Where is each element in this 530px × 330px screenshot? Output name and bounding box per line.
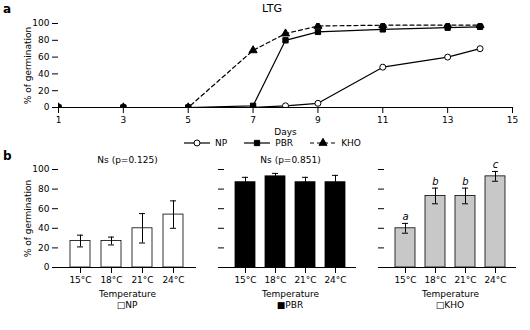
svg-text:a: a xyxy=(402,211,408,222)
svg-text:% of germination: % of germination xyxy=(23,27,33,104)
svg-text:40: 40 xyxy=(38,223,50,233)
html-text:■PBR: ■PBR xyxy=(276,300,304,310)
svg-text:24°C: 24°C xyxy=(324,275,346,285)
svg-text:60: 60 xyxy=(38,204,50,214)
svg-text:21°C: 21°C xyxy=(131,275,153,285)
svg-text:b: b xyxy=(432,176,438,187)
svg-text:20: 20 xyxy=(38,86,50,96)
svg-text:11: 11 xyxy=(377,115,388,125)
svg-text:21°C: 21°C xyxy=(294,275,316,285)
svg-text:100: 100 xyxy=(32,164,49,174)
svg-text:b: b xyxy=(462,176,468,187)
svg-text:15°C: 15°C xyxy=(394,275,416,285)
svg-text:40: 40 xyxy=(38,69,50,79)
svg-text:3: 3 xyxy=(120,115,126,125)
html-text:PBR: PBR xyxy=(275,138,294,148)
svg-text:21°C: 21°C xyxy=(454,275,476,285)
svg-text:80: 80 xyxy=(38,35,50,45)
html-text:NP: NP xyxy=(215,138,228,148)
svg-text:Days: Days xyxy=(274,127,297,137)
svg-text:24°C: 24°C xyxy=(484,275,506,285)
svg-text:15: 15 xyxy=(507,115,518,125)
svg-text:7: 7 xyxy=(250,115,256,125)
svg-text:18°C: 18°C xyxy=(100,275,122,285)
svg-text:c: c xyxy=(493,159,499,170)
svg-text:15°C: 15°C xyxy=(234,275,256,285)
html-text:b: b xyxy=(3,149,12,163)
svg-text:% of germination: % of germination xyxy=(23,180,33,257)
svg-text:Ns (p=0.851): Ns (p=0.851) xyxy=(260,155,320,165)
svg-text:100: 100 xyxy=(32,18,49,28)
svg-text:Temperature: Temperature xyxy=(261,289,319,299)
html-text:a: a xyxy=(3,2,12,16)
svg-text:5: 5 xyxy=(185,115,191,125)
html-text:LTG: LTG xyxy=(262,2,282,15)
html-text:□KHO: □KHO xyxy=(435,300,465,310)
svg-text:0: 0 xyxy=(44,102,50,112)
html-text:□NP: □NP xyxy=(116,300,138,310)
svg-text:80: 80 xyxy=(38,184,50,194)
html-text:KHO: KHO xyxy=(341,138,361,148)
svg-text:24°C: 24°C xyxy=(162,275,184,285)
svg-text:Temperature: Temperature xyxy=(421,289,479,299)
svg-text:1: 1 xyxy=(56,115,62,125)
svg-text:15°C: 15°C xyxy=(69,275,91,285)
svg-text:18°C: 18°C xyxy=(264,275,286,285)
svg-text:0: 0 xyxy=(44,262,50,272)
svg-text:60: 60 xyxy=(38,52,50,62)
svg-text:13: 13 xyxy=(442,115,453,125)
svg-text:Temperature: Temperature xyxy=(98,289,156,299)
svg-text:Ns (p=0.125): Ns (p=0.125) xyxy=(97,155,157,165)
svg-text:18°C: 18°C xyxy=(424,275,446,285)
svg-text:20: 20 xyxy=(38,243,50,253)
svg-text:9: 9 xyxy=(315,115,321,125)
